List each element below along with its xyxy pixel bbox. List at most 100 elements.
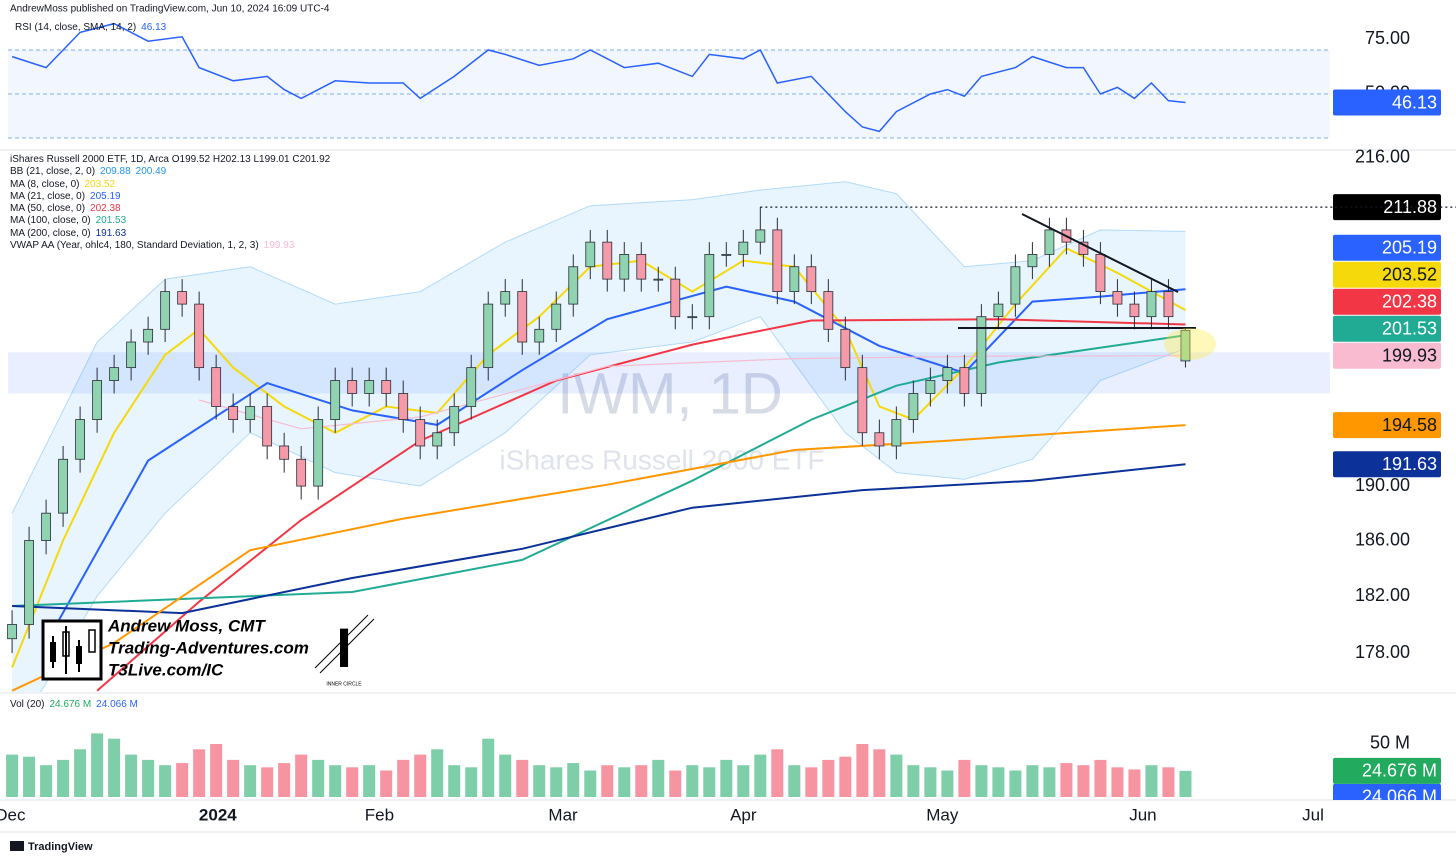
candle-body xyxy=(1027,254,1038,268)
rsi-pane xyxy=(8,22,1330,139)
candle-body xyxy=(959,367,970,394)
volume-bar xyxy=(1026,765,1039,797)
volume-bar xyxy=(720,759,733,797)
legend-name: MA (21, close, 0) xyxy=(10,190,86,202)
candle-body xyxy=(1112,291,1123,305)
candle-body xyxy=(602,241,613,280)
x-tick-label: Mar xyxy=(548,805,578,824)
volume-bar xyxy=(975,765,988,797)
volume-bar xyxy=(533,765,546,797)
time-axis: Dec 2024 Feb Mar Apr May Jun Jul xyxy=(0,805,1324,824)
y-tick-label: 50 M xyxy=(1370,733,1410,753)
candle-body xyxy=(993,303,1004,318)
candle-body xyxy=(364,380,375,394)
line-last-label-box xyxy=(1333,261,1441,288)
candle-body xyxy=(347,380,358,394)
volume-bar xyxy=(516,759,529,797)
candle-body xyxy=(432,432,443,447)
volume-bar xyxy=(1009,770,1022,797)
candle-body xyxy=(670,278,681,318)
volume-bar xyxy=(652,759,665,797)
volume-bar xyxy=(363,765,376,797)
legend-value: 205.19 xyxy=(90,190,121,202)
volume-bar xyxy=(1060,763,1073,797)
candle-body xyxy=(41,512,51,541)
candle-body xyxy=(891,419,902,447)
legend-row: Vol (20) 24.676 M 24.066 M xyxy=(10,699,138,711)
y-tick-label: 178.00 xyxy=(1355,642,1410,662)
line-last-label: 194.58 xyxy=(1382,415,1437,435)
legend-row: MA (8, close, 0) 203.52 xyxy=(10,179,330,191)
volume-bar xyxy=(737,765,750,797)
candle-body xyxy=(92,380,103,420)
candle-body xyxy=(1078,241,1089,255)
candle-body xyxy=(7,624,17,640)
rsi-line xyxy=(11,22,1186,133)
volume-bar xyxy=(465,767,478,797)
candle-body xyxy=(517,291,528,343)
line-last-label: 191.63 xyxy=(1382,454,1437,474)
volume-bar xyxy=(6,754,19,797)
watermark-name: iShares Russell 2000 ETF xyxy=(499,444,824,475)
legend-row: RSI (14, close, SMA, 14, 2) 46.13 xyxy=(10,22,166,34)
candle-body xyxy=(211,367,222,407)
line-last-label: 211.88 xyxy=(1383,197,1437,217)
candle-body xyxy=(500,291,511,305)
volume-bar xyxy=(1128,769,1141,797)
candle-body xyxy=(381,380,392,394)
rsi-last-label-box xyxy=(1333,89,1441,116)
volume-bar xyxy=(1094,759,1107,797)
candle-body xyxy=(245,406,256,420)
volume-ma-label: 24.066 M xyxy=(1362,787,1437,807)
candle-body xyxy=(772,229,783,292)
volume-pane xyxy=(6,733,1192,797)
volume-bar xyxy=(108,738,121,797)
volume-bar xyxy=(312,759,325,797)
candle-body xyxy=(551,303,562,330)
volume-bar xyxy=(57,759,70,797)
line-last-label-box xyxy=(1333,342,1441,369)
trendline xyxy=(1021,213,1179,293)
line-last-label-box xyxy=(1333,315,1441,342)
volume-bar xyxy=(703,767,716,797)
volume-bar xyxy=(482,738,495,797)
volume-bar xyxy=(873,749,886,797)
volume-bar xyxy=(23,756,36,797)
line-last-label-box xyxy=(1333,234,1441,261)
candle-body xyxy=(585,241,596,268)
y-tick-label: 75.00 xyxy=(1365,28,1410,48)
candle-body xyxy=(483,303,494,369)
candle-body xyxy=(976,316,987,394)
legend-name: MA (50, close, 0) xyxy=(10,203,86,215)
rsi-last-label: 46.13 xyxy=(1392,92,1437,112)
volume-bar xyxy=(1043,767,1056,797)
moving-average xyxy=(198,355,1186,430)
legend-title: iShares Russell 2000 ETF, 1D, Arca O199.… xyxy=(10,154,331,165)
candle-body xyxy=(228,406,239,420)
volume-bar xyxy=(210,743,223,797)
volume-bar xyxy=(669,770,682,797)
legend-name: MA (100, close, 0) xyxy=(10,215,91,227)
legend-row: MA (200, close, 0) 191.63 xyxy=(10,228,330,240)
candle-body xyxy=(1163,291,1174,318)
footer-brand: TradingView xyxy=(28,841,93,853)
volume-bar xyxy=(1145,765,1158,797)
candle-body xyxy=(177,291,188,305)
candle-body xyxy=(109,367,120,381)
volume-bar xyxy=(635,765,648,797)
volume-bar xyxy=(754,754,767,797)
candle-body xyxy=(653,278,664,281)
legend-name: MA (8, close, 0) xyxy=(10,178,80,190)
volume-bar xyxy=(40,765,53,797)
volume-bar xyxy=(958,759,971,797)
volume-bar xyxy=(448,765,461,797)
watermark-symbol: IWM, 1D xyxy=(557,361,783,426)
legend-name: VWAP AA (Year, ohlc4, 180, Standard Devi… xyxy=(10,240,259,252)
candle-body xyxy=(704,254,715,318)
volume-last-label-box xyxy=(1333,757,1441,784)
volume-bar xyxy=(601,765,614,797)
candle-body xyxy=(738,241,749,255)
line-last-label: 201.53 xyxy=(1382,318,1437,338)
